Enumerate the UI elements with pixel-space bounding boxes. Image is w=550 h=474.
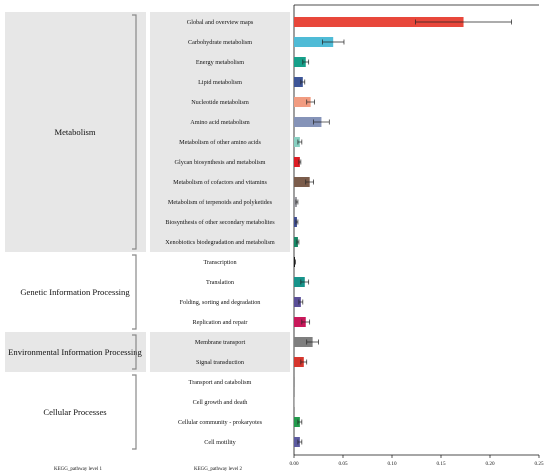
x-tick-label: 0.05 (338, 461, 347, 467)
category-label: Metabolism of other amino acids (179, 139, 261, 146)
category-label: Energy metabolism (196, 59, 244, 66)
group-bracket-environmental-information-processing (132, 334, 137, 370)
bar-energy-metabolism (294, 57, 306, 67)
category-label: Cellular community - prokaryotes (178, 419, 263, 426)
bar-cellular-community-prokaryotes (294, 417, 300, 427)
bar-metabolism-of-terpenoids-and-polyketides (294, 197, 297, 207)
category-label: Global and overview maps (187, 19, 254, 26)
category-label: Biosynthesis of other secondary metaboli… (165, 219, 275, 226)
group-bracket-metabolism (132, 14, 137, 250)
bar-translation (294, 277, 305, 287)
level2-panel: Global and overview maps Carbohydrate met… (150, 12, 290, 446)
group-bracket-genetic-information-processing (132, 254, 137, 330)
bar-cell-motility (294, 437, 300, 447)
level1-panel: Metabolism Genetic Information Processing… (5, 12, 146, 450)
x-tick-label: 0.20 (485, 461, 494, 467)
category-label: Signal transduction (196, 359, 244, 366)
level1-label-cellular-processes: Cellular Processes (43, 407, 107, 417)
category-label: Metabolism of cofactors and vitamins (173, 179, 267, 186)
x-tick-label: 0.10 (387, 461, 396, 467)
bar-biosynthesis-of-other-secondary-metabolites (294, 217, 297, 227)
category-label: Lipid metabolism (198, 79, 242, 86)
level2-axis-title: KEGG_pathway level 2 (194, 467, 243, 472)
bar-folding-sorting-and-degradation (294, 297, 301, 307)
level1-label-genetic-information-processing: Genetic Information Processing (20, 287, 130, 297)
category-label: Nucleotide metabolism (191, 99, 249, 106)
category-label: Transport and catabolism (189, 379, 252, 386)
level2-bg-environmental-information-processing (150, 332, 290, 372)
category-label: Replication and repair (193, 319, 248, 326)
category-label: Folding, sorting and degradation (180, 299, 261, 306)
bar-transport-and-catabolism (294, 377, 295, 387)
bar-glycan-biosynthesis-and-metabolism (294, 157, 300, 167)
level2-bg-metabolism (150, 12, 290, 252)
bar-cell-growth-and-death (294, 397, 295, 407)
bar-carbohydrate-metabolism (294, 37, 334, 47)
level1-label-environmental-information-processing: Environmental Information Processing (8, 347, 142, 357)
category-label: Xenobiotics biodegradation and metabolis… (165, 239, 275, 246)
level1-axis-title: KEGG_pathway level 1 (54, 467, 103, 472)
category-label: Cell motility (204, 439, 236, 446)
level1-label-metabolism: Metabolism (54, 127, 95, 137)
bar-membrane-transport (294, 337, 313, 347)
bar-nucleotide-metabolism (294, 97, 311, 107)
bar-lipid-metabolism (294, 77, 303, 87)
bar-metabolism-of-other-amino-acids (294, 137, 300, 147)
x-tick-label: 0.00 (289, 461, 298, 467)
bar-signal-transduction (294, 357, 304, 367)
level1-bg-metabolism (5, 12, 146, 252)
bar-replication-and-repair (294, 317, 306, 327)
category-label: Cell growth and death (193, 399, 249, 406)
category-label: Metabolism of terpenoids and polyketides (168, 199, 273, 206)
bar-global-and-overview-maps (294, 17, 464, 27)
category-label: Carbohydrate metabolism (188, 39, 252, 46)
bar-metabolism-of-cofactors-and-vitamins (294, 177, 310, 187)
bar-xenobiotics-biodegradation-and-metabolism (294, 237, 298, 247)
x-tick-label: 0.25 (534, 461, 543, 467)
category-label: Glycan biosynthesis and metabolism (175, 159, 266, 166)
group-bracket-cellular-processes (132, 374, 137, 450)
level1-bg-environmental-information-processing (5, 332, 146, 372)
category-label: Transcription (203, 259, 236, 266)
plot-area: 0.00 0.05 0.10 0.15 0.20 0.25 (289, 4, 544, 467)
bar-amino-acid-metabolism (294, 117, 322, 127)
category-label: Translation (206, 279, 234, 286)
category-label: Amino acid metabolism (190, 119, 250, 126)
category-label: Membrane transport (195, 339, 246, 346)
x-tick-label: 0.15 (436, 461, 445, 467)
